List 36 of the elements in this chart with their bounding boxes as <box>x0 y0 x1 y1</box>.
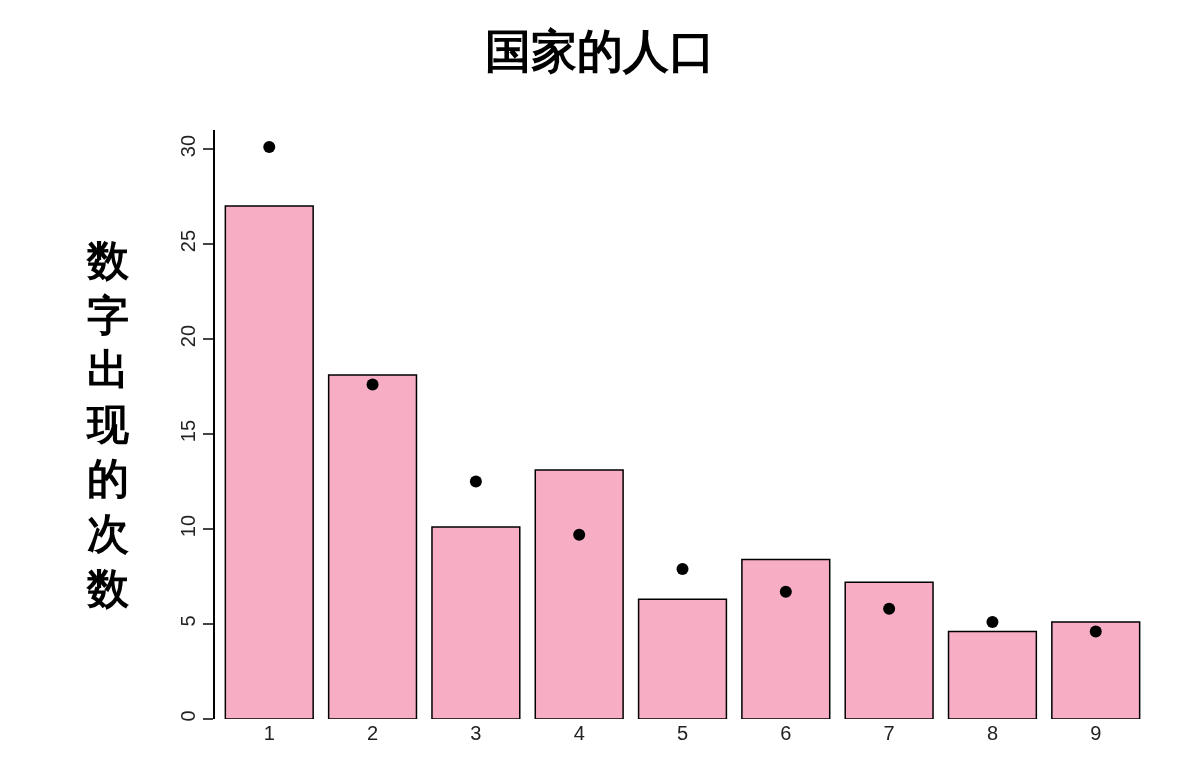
x-tick-label: 6 <box>780 722 792 744</box>
x-tick-label: 9 <box>1090 722 1102 744</box>
bar <box>741 558 831 719</box>
x-tick-label: 2 <box>367 722 379 744</box>
y-tick-label: 30 <box>177 134 200 158</box>
x-tick-label: 7 <box>883 722 895 744</box>
bar <box>1051 621 1141 719</box>
point <box>986 616 999 629</box>
point <box>779 585 792 598</box>
bar <box>327 374 418 719</box>
bar <box>224 205 314 719</box>
y-tick-label: 0 <box>177 710 200 722</box>
point <box>469 475 482 488</box>
y-tick-label: 15 <box>177 419 200 443</box>
bar <box>637 598 728 719</box>
point <box>573 528 586 541</box>
bar <box>534 469 624 719</box>
y-axis-title: 数字出现的次数 <box>85 236 130 613</box>
y-tick-label: 10 <box>177 514 200 538</box>
point <box>676 562 689 575</box>
x-tick-label: 1 <box>263 722 275 744</box>
chart-title: 国家的人口 <box>485 24 715 79</box>
point <box>883 602 896 615</box>
y-tick-label: 20 <box>177 324 200 348</box>
y-tick-label: 25 <box>177 229 200 253</box>
x-tick-label: 3 <box>470 722 482 744</box>
bar <box>947 630 1038 719</box>
point <box>263 141 276 154</box>
point <box>1089 625 1102 638</box>
x-tick-label: 5 <box>676 722 689 744</box>
x-tick-label: 8 <box>986 722 998 744</box>
x-tick-label: 4 <box>573 722 585 744</box>
bar <box>844 581 934 719</box>
bar <box>431 526 521 719</box>
y-tick-label: 5 <box>177 615 200 627</box>
point <box>366 378 379 391</box>
